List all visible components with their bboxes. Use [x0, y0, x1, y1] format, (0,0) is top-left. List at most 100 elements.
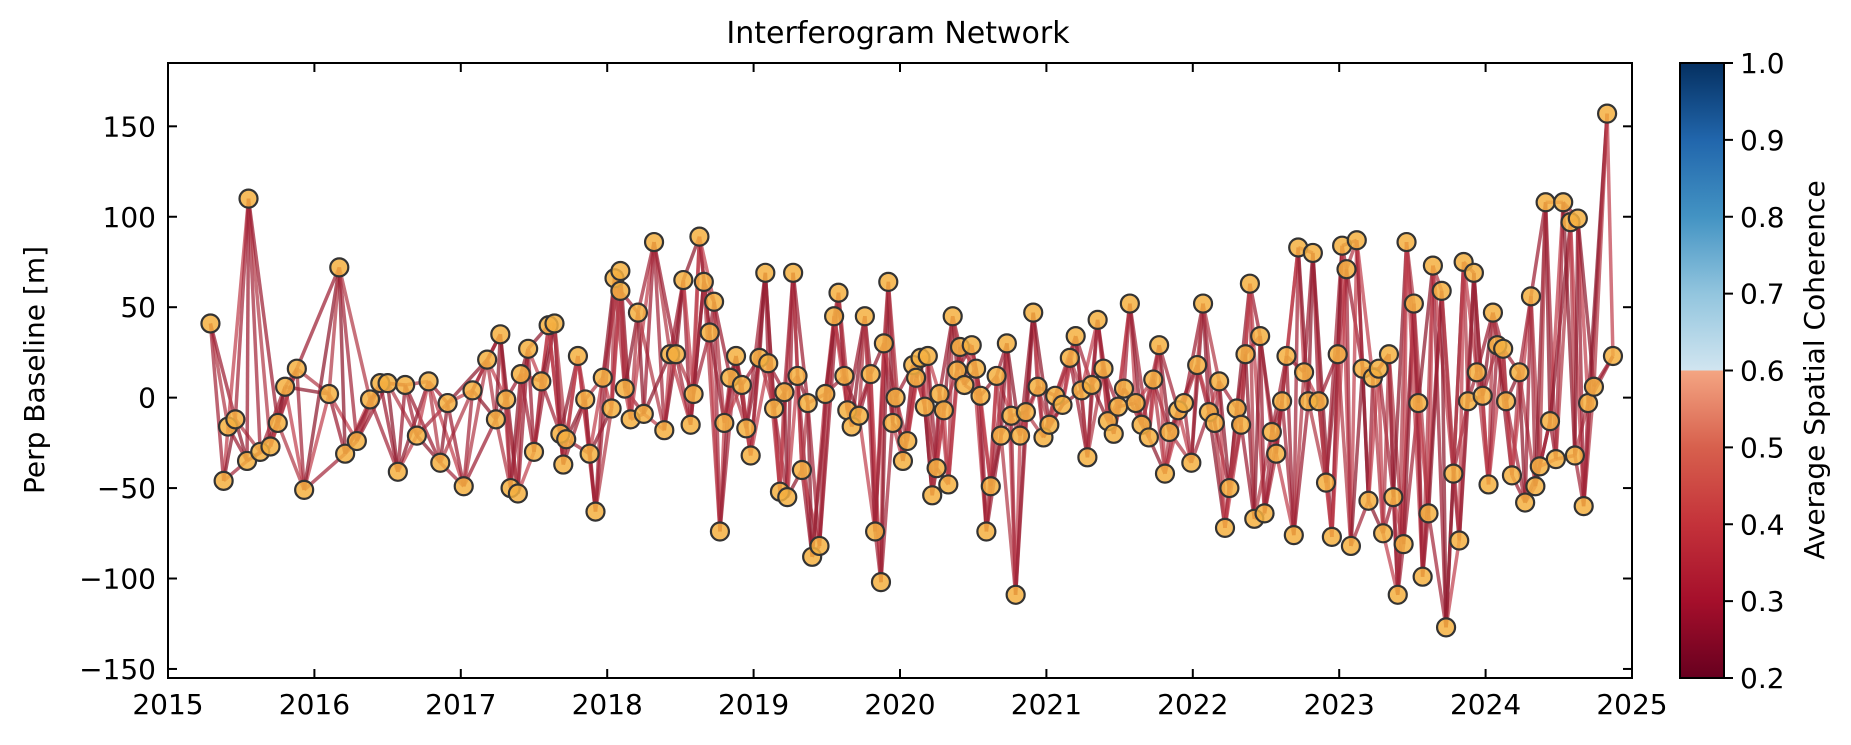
network-edge	[1381, 354, 1391, 534]
x-tick-label: 2021	[1011, 688, 1082, 721]
acquisition-point	[579, 443, 600, 464]
network-edge	[1360, 368, 1371, 501]
acquisition-point	[933, 400, 955, 421]
acquisition-point	[1077, 447, 1098, 468]
chart-title: Interferogram Network	[726, 16, 1070, 51]
acquisition-point	[294, 479, 315, 500]
network-edge	[806, 402, 822, 547]
acquisition-point	[865, 521, 886, 542]
colorbar-tick-label: 0.4	[1740, 508, 1785, 541]
acquisition-point	[942, 306, 963, 327]
acquisition-point	[777, 487, 798, 508]
acquisition-point	[938, 474, 959, 495]
network-edge	[1439, 290, 1448, 628]
acquisition-point	[1387, 584, 1408, 605]
y-tick-label: 100	[103, 201, 156, 234]
acquisition-point	[914, 396, 935, 417]
acquisition-point	[815, 383, 836, 405]
acquisition-point	[1340, 535, 1362, 557]
network-edge	[295, 368, 306, 490]
acquisition-point	[1515, 492, 1536, 513]
acquisition-point	[1087, 309, 1108, 330]
acquisition-point	[922, 485, 943, 506]
network-edge	[1201, 303, 1221, 382]
acquisition-point	[1302, 242, 1323, 264]
acquisition-point	[878, 271, 899, 292]
x-tick-label: 2015	[132, 688, 203, 721]
acquisition-point	[1226, 398, 1247, 419]
acquisition-point	[774, 382, 795, 403]
acquisition-point	[601, 398, 622, 419]
network-edge	[1355, 240, 1375, 378]
network-edge	[636, 241, 656, 314]
acquisition-point	[1254, 503, 1275, 524]
network-edge	[636, 312, 646, 415]
acquisition-point	[763, 398, 785, 419]
network-edge	[337, 267, 359, 442]
acquisition-point	[387, 461, 408, 482]
acquisition-point	[703, 291, 725, 312]
acquisition-point	[1015, 402, 1037, 423]
acquisition-point	[1358, 490, 1379, 511]
network-edge	[712, 301, 732, 379]
acquisition-point	[1431, 280, 1452, 302]
y-tick-label: −100	[79, 563, 156, 596]
acquisition-point	[1009, 425, 1031, 446]
acquisition-point	[556, 429, 577, 450]
acquisition-point	[430, 452, 451, 473]
acquisition-point	[1443, 463, 1464, 484]
acquisition-point	[848, 405, 870, 426]
network-edge	[302, 267, 342, 491]
colorbar-tick-label: 0.3	[1740, 585, 1785, 618]
acquisition-point	[1567, 208, 1588, 229]
acquisition-point	[1103, 423, 1124, 444]
network-edge	[1024, 312, 1035, 413]
acquisition-point	[437, 392, 458, 414]
acquisition-point	[462, 380, 483, 401]
acquisition-point	[860, 364, 881, 385]
acquisition-point	[260, 436, 281, 457]
acquisition-point	[1250, 326, 1271, 347]
network-edge	[504, 399, 520, 494]
network-edge	[1366, 368, 1381, 501]
acquisition-point	[1154, 463, 1176, 484]
y-tick-label: −150	[79, 653, 156, 686]
acquisition-point	[882, 412, 903, 434]
acquisition-point	[329, 257, 350, 278]
acquisition-point	[1276, 345, 1297, 367]
network-edge	[368, 398, 400, 473]
network-edge	[712, 301, 727, 424]
acquisition-point	[490, 324, 511, 345]
acquisition-point	[1214, 517, 1236, 538]
colorbar-tick-label: 0.5	[1740, 431, 1785, 464]
acquisition-point	[854, 306, 875, 327]
x-tick-label: 2017	[425, 688, 496, 721]
acquisition-point	[885, 387, 906, 408]
acquisition-point	[1602, 345, 1624, 367]
acquisition-point	[758, 353, 779, 374]
acquisition-point	[1283, 525, 1304, 546]
acquisition-point	[1052, 394, 1073, 415]
network-edge	[618, 290, 633, 420]
acquisition-point	[523, 441, 545, 462]
network-edge	[1461, 261, 1470, 402]
acquisition-point	[1418, 503, 1439, 524]
acquisition-point	[1059, 347, 1080, 368]
acquisition-point	[633, 403, 654, 425]
acquisition-point	[693, 271, 714, 292]
acquisition-point	[1027, 376, 1048, 397]
acquisition-point	[824, 306, 845, 327]
acquisition-point	[286, 358, 307, 379]
network-edge	[857, 316, 867, 416]
acquisition-point	[1336, 259, 1357, 280]
network-edge	[445, 402, 466, 487]
network-edge	[337, 267, 347, 454]
acquisition-point	[673, 269, 694, 291]
acquisition-point	[213, 470, 234, 491]
acquisition-point	[966, 358, 987, 379]
acquisition-point	[614, 378, 635, 399]
acquisition-point	[870, 572, 892, 593]
acquisition-point	[736, 418, 757, 439]
acquisition-point	[1478, 474, 1499, 495]
acquisition-point	[1495, 391, 1517, 412]
